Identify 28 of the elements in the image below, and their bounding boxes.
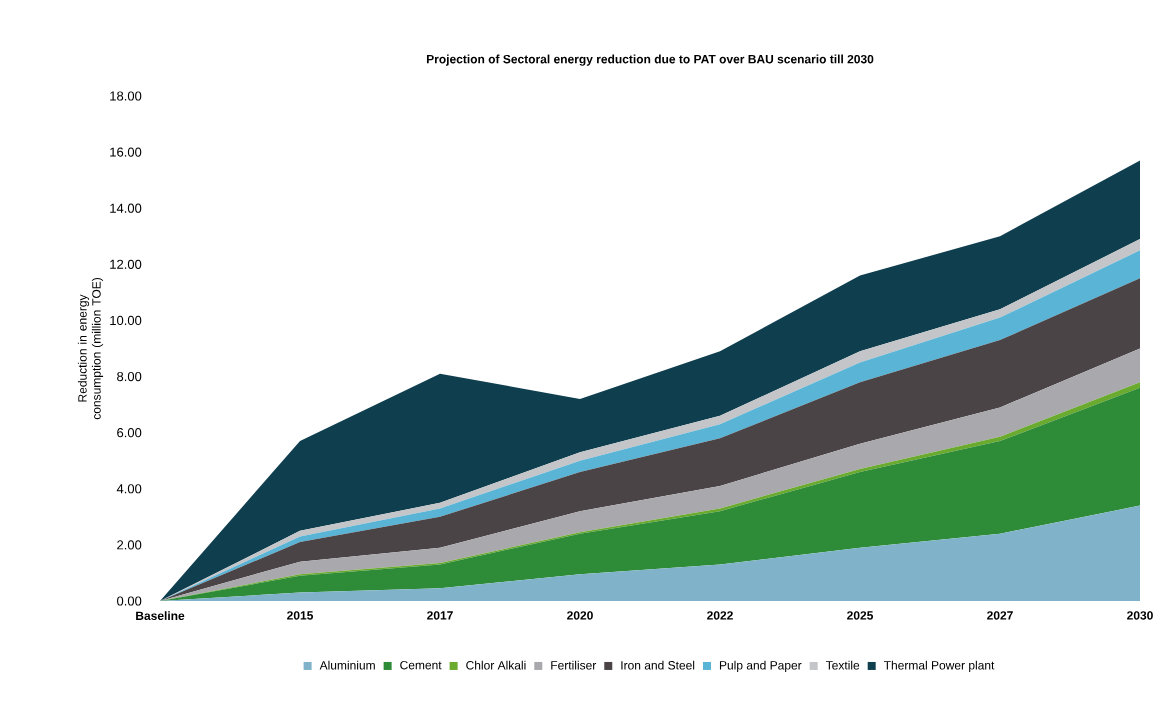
- x-tick-label: 2015: [287, 611, 314, 620]
- legend-label: Textile: [825, 660, 860, 670]
- x-tick-label: 2025: [847, 611, 874, 620]
- chart-title: Projection of Sectoral energy reduction due to PAT over BAU scenario till 2030: [426, 54, 874, 66]
- y-tick-label: 6.00: [117, 428, 142, 438]
- x-tick-label: 2022: [707, 611, 733, 620]
- legend-label: Chlor Alkali: [466, 660, 526, 670]
- y-tick-label: 2.00: [117, 540, 142, 550]
- y-axis-title: Reduction in energy consumption (million TOE): [77, 278, 104, 420]
- y-tick-label: 10.00: [110, 315, 142, 326]
- legend-label: Fertiliser: [551, 660, 597, 670]
- y-tick-label: 12.00: [110, 259, 142, 269]
- x-tick-label: 2027: [987, 611, 1013, 620]
- y-tick-label: 16.00: [110, 147, 142, 157]
- x-tick-label: 2030: [1127, 611, 1153, 620]
- legend-label: Iron and Steel: [621, 660, 695, 670]
- legend-label: Pulp and Paper: [719, 660, 802, 672]
- y-tick-label: 8.00: [117, 371, 142, 382]
- y-tick-label: 18.00: [110, 91, 142, 101]
- x-tick-label: 2020: [567, 611, 593, 620]
- legend-label: Cement: [400, 660, 442, 670]
- y-tick-label: 0.00: [117, 596, 142, 606]
- legend-label: Aluminium: [319, 660, 375, 670]
- y-tick-label: 4.00: [116, 484, 142, 494]
- legend-label: Thermal Power plant: [883, 660, 995, 672]
- x-tick-label: Baseline: [136, 611, 185, 620]
- y-tick-label: 14.00: [110, 203, 142, 213]
- x-tick-label: 2017: [427, 611, 453, 620]
